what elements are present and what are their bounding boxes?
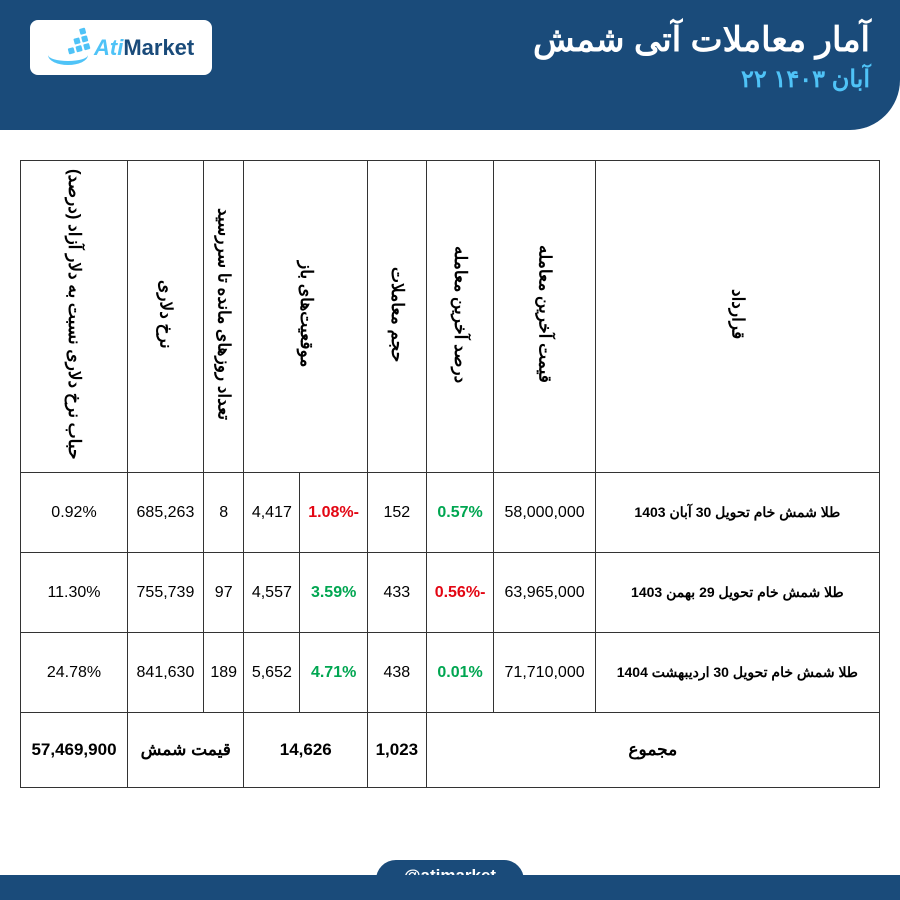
- cell-price: 58,000,000: [494, 473, 595, 553]
- futures-table: قرارداد قیمت آخرین معامله درصد آخرین معا…: [20, 160, 880, 788]
- page-date: ۲۲ آبان ۱۴۰۳: [533, 65, 870, 94]
- ingot-label: قیمت شمش: [127, 713, 244, 788]
- cell-volume: 433: [368, 553, 427, 633]
- col-bubble: حباب نرخ دلاری نسبت به دلار آزاد (درصد): [21, 161, 128, 473]
- col-contract: قرارداد: [595, 161, 879, 473]
- cell-last-pct: -0.56%: [426, 553, 494, 633]
- cell-last-pct: 0.01%: [426, 633, 494, 713]
- cell-last-pct: 0.57%: [426, 473, 494, 553]
- cell-usd: 841,630: [127, 633, 203, 713]
- cell-open: 5,652: [244, 633, 300, 713]
- cell-open-pct: 3.59%: [300, 553, 368, 633]
- table-row: طلا شمش خام تحویل 30 آبان 1403 58,000,00…: [21, 473, 880, 553]
- cell-bubble: 11.30%: [21, 553, 128, 633]
- col-volume: حجم معاملات: [368, 161, 427, 473]
- col-open-pos: موقعیت‌های باز: [244, 161, 368, 473]
- logo-market: Market: [123, 35, 194, 60]
- cell-price: 71,710,000: [494, 633, 595, 713]
- total-label: مجموع: [426, 713, 879, 788]
- logo: AtiMarket: [30, 20, 212, 75]
- col-usd: نرخ دلاری: [127, 161, 203, 473]
- header-row: قرارداد قیمت آخرین معامله درصد آخرین معا…: [21, 161, 880, 473]
- cell-volume: 152: [368, 473, 427, 553]
- cell-bubble: 0.92%: [21, 473, 128, 553]
- col-last-price: قیمت آخرین معامله: [494, 161, 595, 473]
- total-volume: 1,023: [368, 713, 427, 788]
- cell-days: 189: [203, 633, 244, 713]
- cell-open: 4,557: [244, 553, 300, 633]
- cell-volume: 438: [368, 633, 427, 713]
- page-title: آمار معاملات آتی شمش: [533, 20, 870, 60]
- cell-days: 97: [203, 553, 244, 633]
- footer-row: مجموع 1,023 14,626 قیمت شمش 57,469,900: [21, 713, 880, 788]
- table-row: طلا شمش خام تحویل 29 بهمن 1403 63,965,00…: [21, 553, 880, 633]
- ingot-price: 57,469,900: [21, 713, 128, 788]
- cell-contract: طلا شمش خام تحویل 30 آبان 1403: [595, 473, 879, 553]
- table-row: طلا شمش خام تحویل 30 اردیبهشت 1404 71,71…: [21, 633, 880, 713]
- col-last-pct: درصد آخرین معامله: [426, 161, 494, 473]
- cell-days: 8: [203, 473, 244, 553]
- cell-bubble: 24.78%: [21, 633, 128, 713]
- cell-contract: طلا شمش خام تحویل 29 بهمن 1403: [595, 553, 879, 633]
- cell-usd: 755,739: [127, 553, 203, 633]
- cell-open-pct: -1.08%: [300, 473, 368, 553]
- content: قرارداد قیمت آخرین معامله درصد آخرین معا…: [0, 130, 900, 788]
- col-days: تعداد روزهای مانده تا سررسید: [203, 161, 244, 473]
- cell-open-pct: 4.71%: [300, 633, 368, 713]
- cell-price: 63,965,000: [494, 553, 595, 633]
- total-open: 14,626: [244, 713, 368, 788]
- header: AtiMarket آمار معاملات آتی شمش ۲۲ آبان ۱…: [0, 0, 900, 130]
- cell-usd: 685,263: [127, 473, 203, 553]
- bottom-bar: [0, 875, 900, 900]
- cell-contract: طلا شمش خام تحویل 30 اردیبهشت 1404: [595, 633, 879, 713]
- logo-ati: Ati: [94, 35, 123, 60]
- cell-open: 4,417: [244, 473, 300, 553]
